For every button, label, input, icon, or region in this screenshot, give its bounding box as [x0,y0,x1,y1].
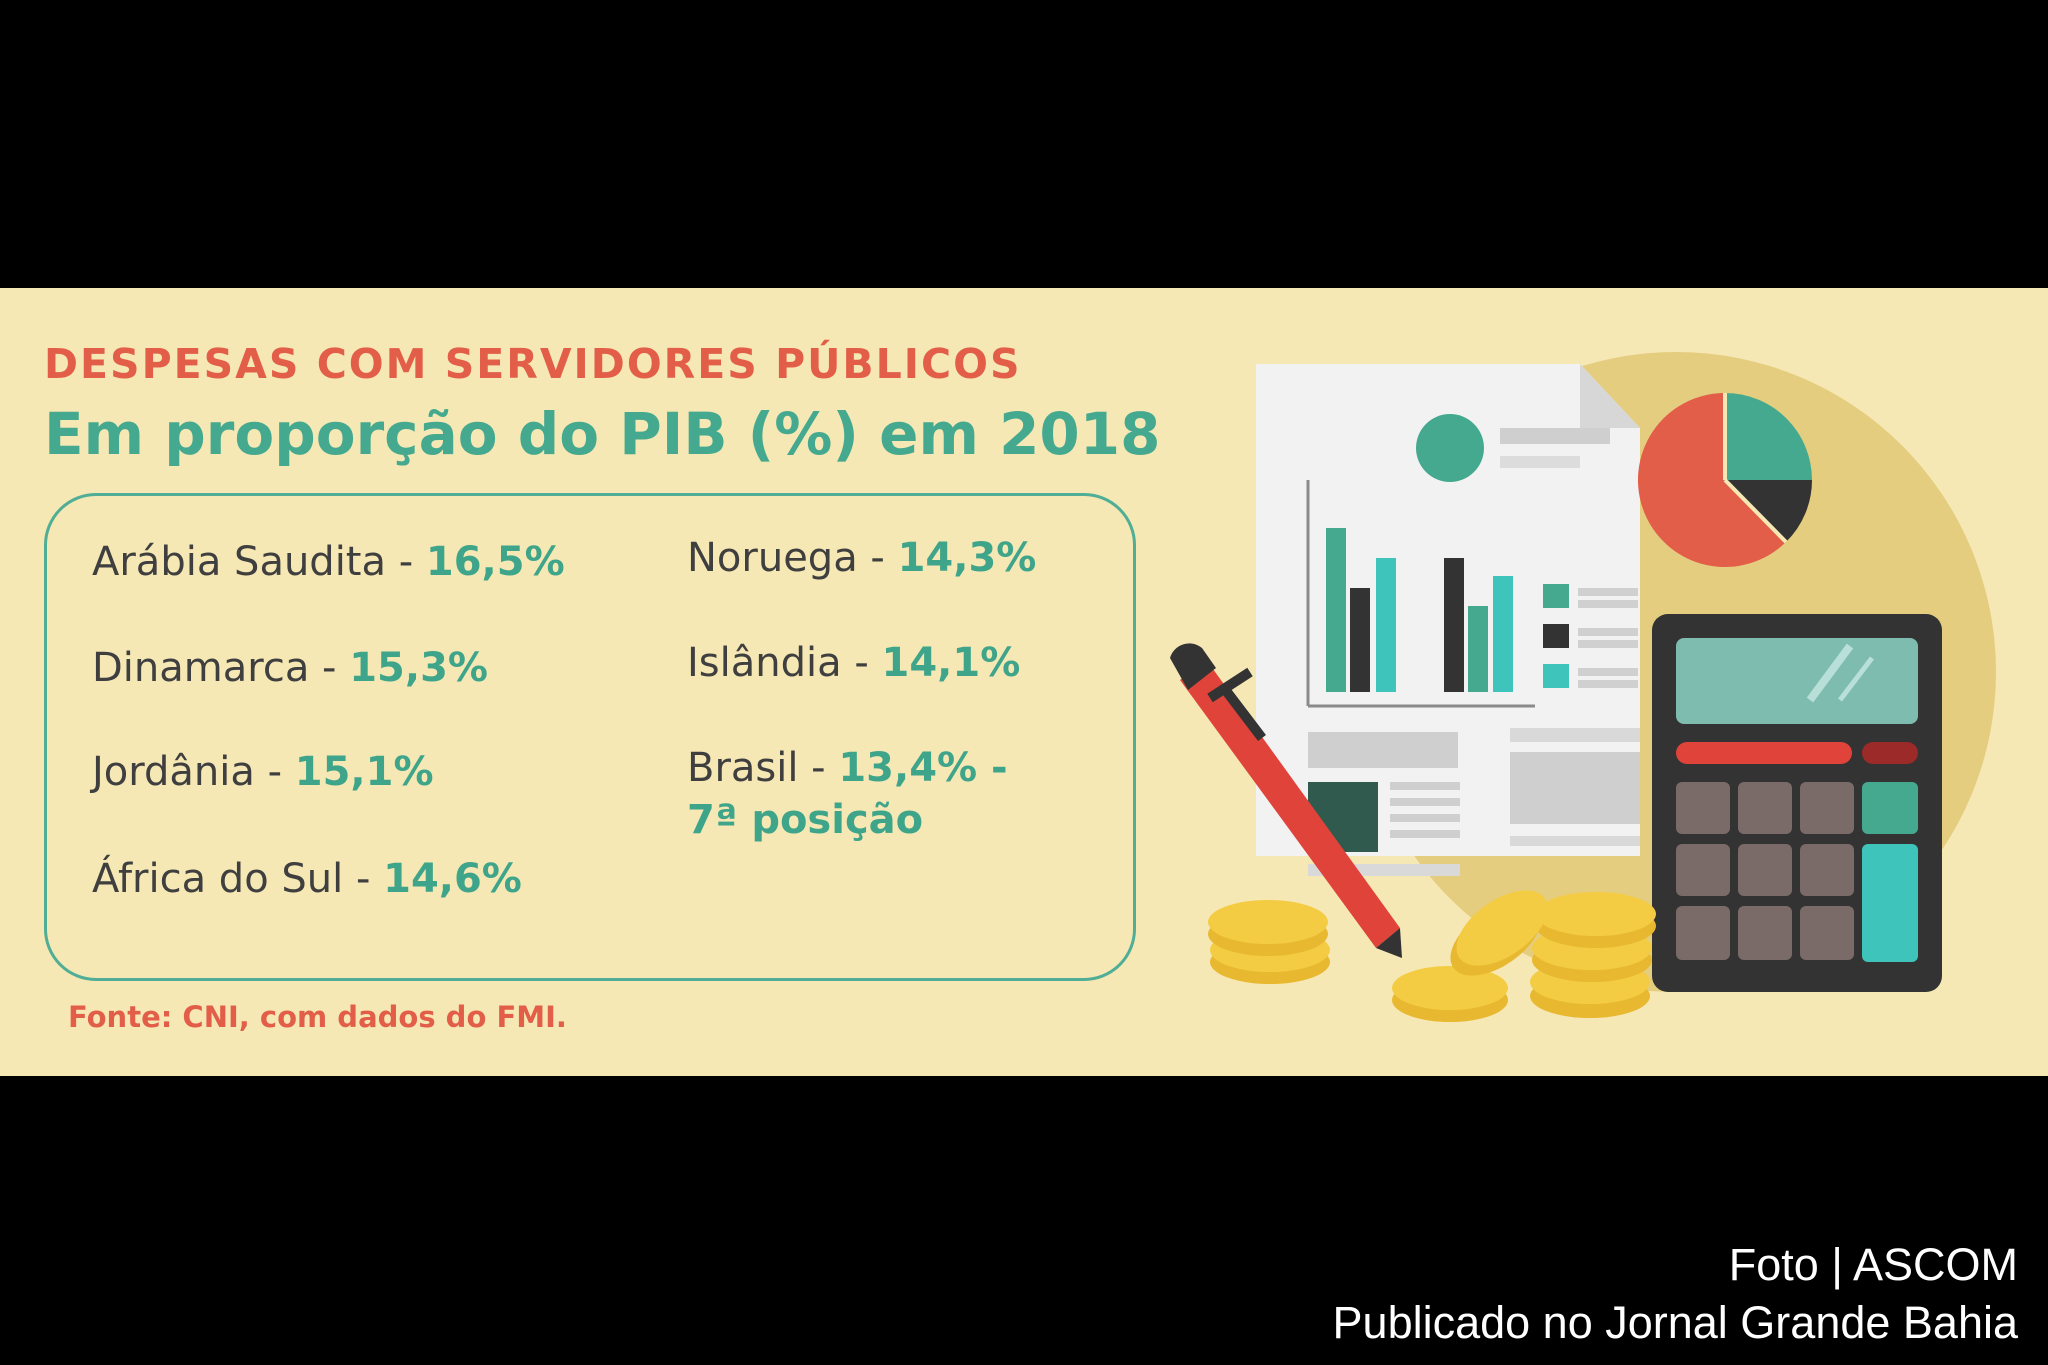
entry-noruega: Noruega - 14,3% [687,532,1036,584]
pie-chart-icon [1637,393,1812,567]
entry-arabia-saudita: Arábia Saudita - 16,5% [92,536,565,588]
entry-separator: - [841,640,882,686]
infographic-banner: DESPESAS COM SERVIDORES PÚBLICOS Em prop… [0,288,2048,1076]
entry-country: Arábia Saudita [92,539,387,585]
entry-country: Islândia [687,640,842,686]
entry-separator: - [254,749,295,795]
entry-separator: - [343,856,384,902]
entry-value: 14,6% [383,856,522,902]
entry-africa-do-sul: África do Sul - 14,6% [92,853,522,905]
calculator-icon [1652,614,1942,992]
entry-value: 14,1% [881,640,1021,686]
entry-separator: - [857,535,898,581]
infographic-kicker: DESPESAS COM SERVIDORES PÚBLICOS [44,340,1022,388]
source-note: Fonte: CNI, com dados do FMI. [68,1000,567,1034]
infographic-headline: Em proporção do PIB (%) em 2018 [44,400,1161,468]
entry-country: Brasil [687,745,799,791]
entry-country: África do Sul [92,856,344,902]
bar-chart-icon [1306,480,1535,708]
entry-separator: - [798,745,839,791]
entry-islandia: Islândia - 14,1% [687,637,1020,689]
entry-value: 15,3% [349,645,488,691]
entry-brasil: Brasil - 13,4% - 7ª posição [687,742,1008,846]
pen-icon [1170,643,1402,958]
entry-value: 15,1% [294,749,434,795]
coins-icon [1208,890,1656,1022]
credit-photo: Foto | ASCOM [1728,1239,2018,1290]
entry-country: Dinamarca [92,645,310,691]
entry-jordania: Jordânia - 15,1% [92,746,434,798]
entry-country: Jordânia [92,749,255,795]
entry-value: 14,3% [897,535,1037,581]
entry-dinamarca: Dinamarca - 15,3% [92,642,488,694]
data-box: Arábia Saudita - 16,5% Dinamarca - 15,3%… [44,493,1136,981]
entry-country: Noruega [687,535,858,581]
document-icon [1256,364,1640,876]
photo-credit: Foto | ASCOM Publicado no Jornal Grande … [1333,1236,2018,1352]
entry-value-line2: 7ª posição [687,797,924,843]
finance-illustration [1170,352,1996,1022]
entry-separator: - [309,645,350,691]
credit-published: Publicado no Jornal Grande Bahia [1332,1297,2018,1348]
entry-value: 13,4% - [838,745,1008,791]
entry-value: 16,5% [425,539,565,585]
entry-separator: - [386,539,426,585]
